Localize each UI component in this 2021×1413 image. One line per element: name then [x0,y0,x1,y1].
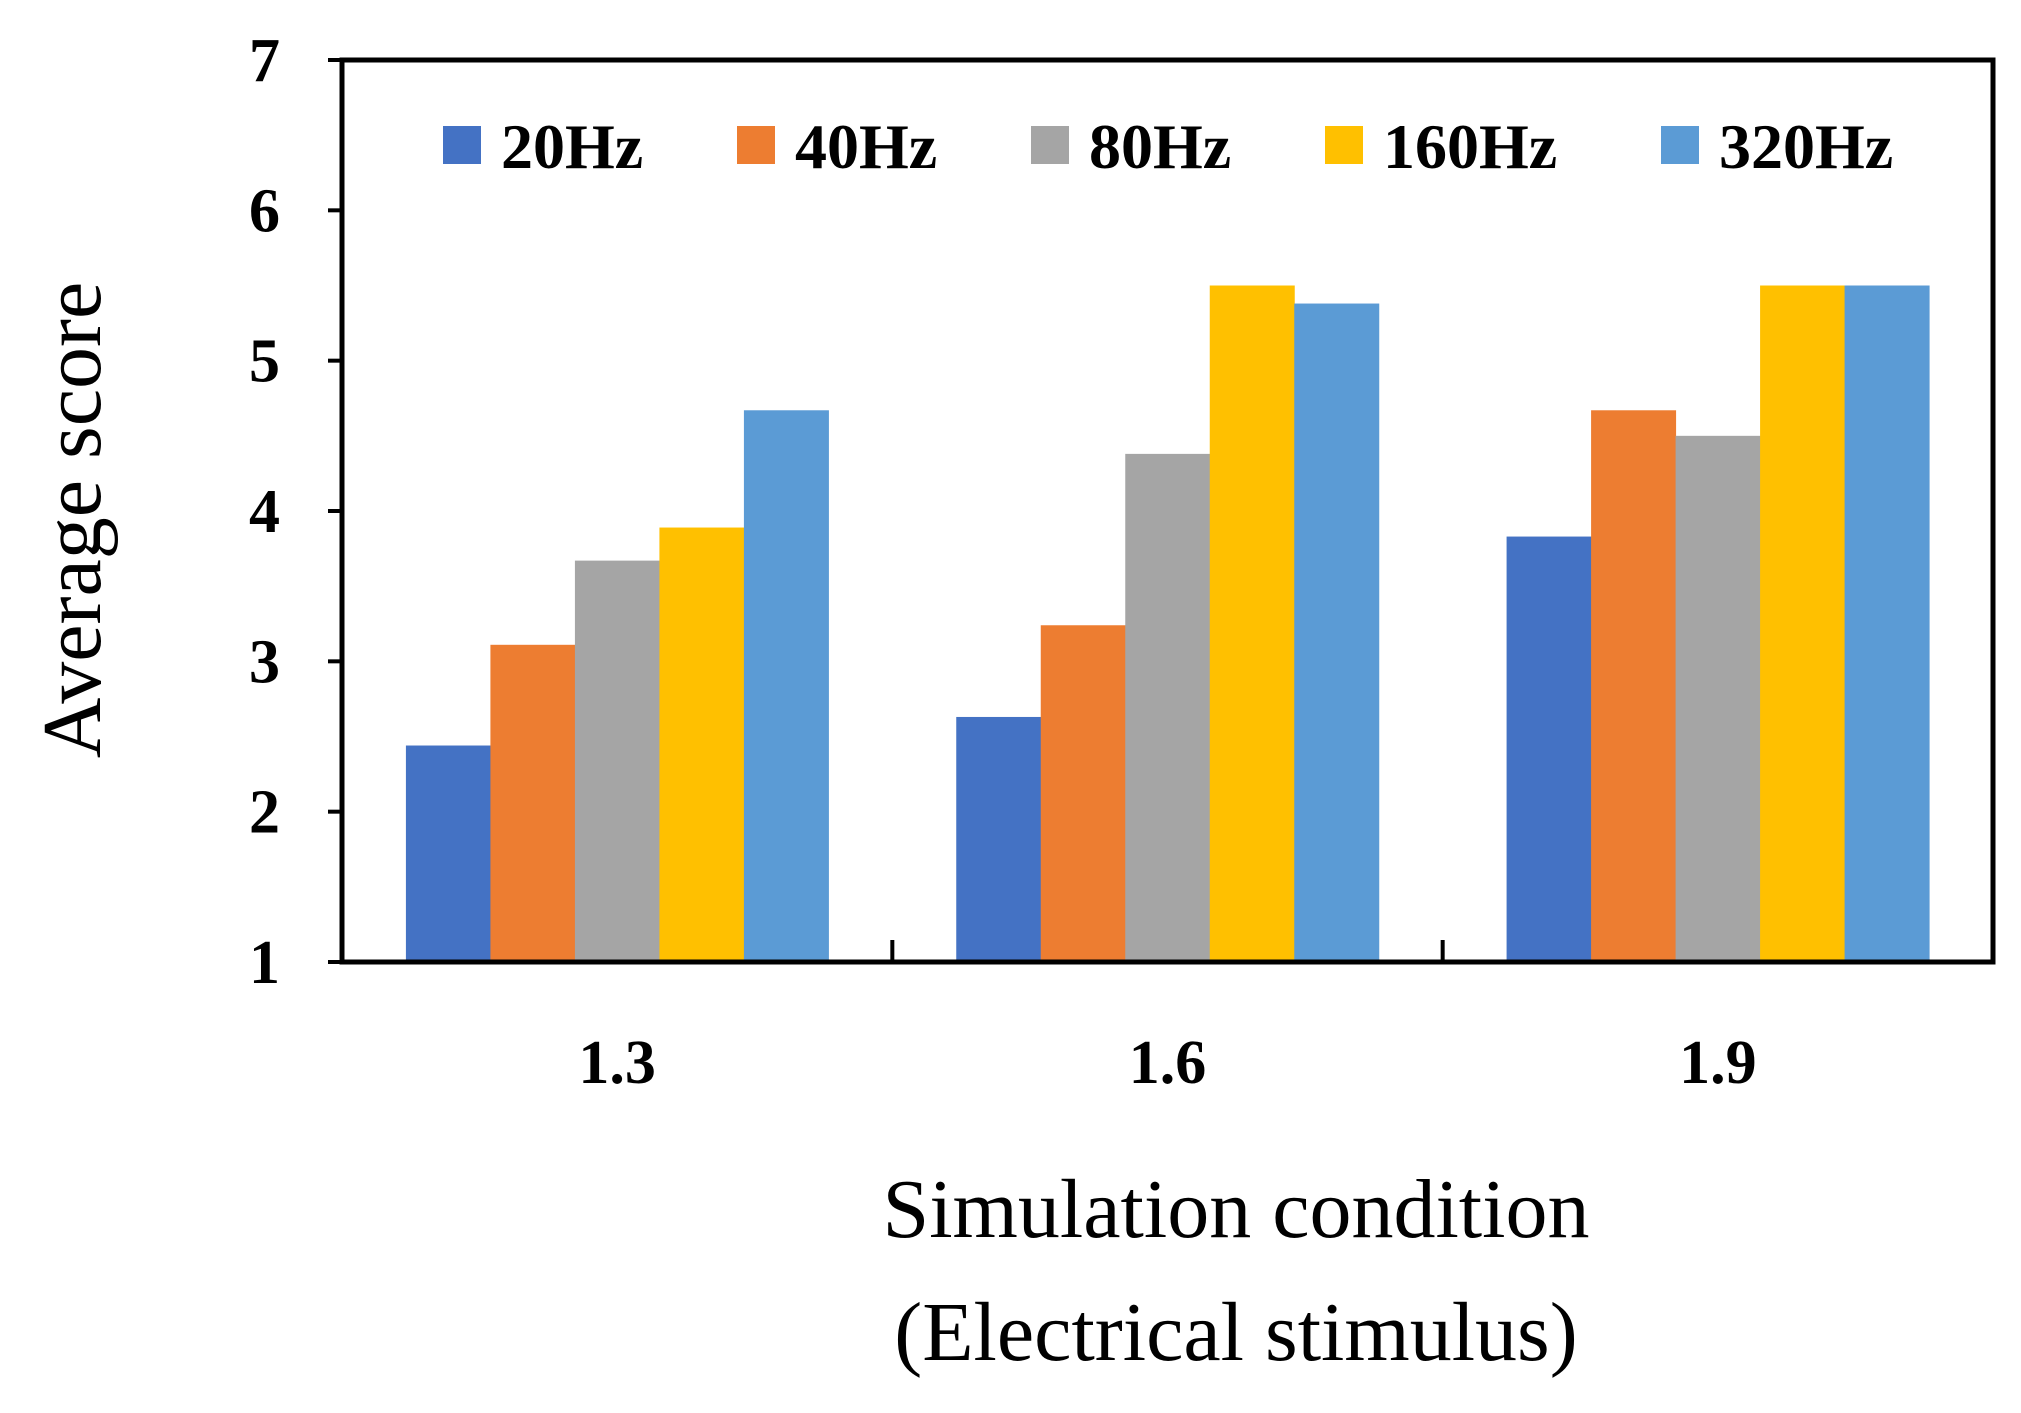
x-axis-title-line-1: Simulation condition [883,1163,1590,1256]
bar-80Hz-1.9 [1675,435,1761,962]
bar-320Hz-1.9 [1844,285,1930,962]
bar-320Hz-1.6 [1294,303,1380,962]
x-tick-label: 1.9 [1679,1029,1757,1097]
plot-frame [339,57,1996,965]
bar-160Hz-1.6 [1209,285,1295,962]
y-tick-label: 6 [249,177,280,245]
legend-label-40Hz: 40Hz [795,111,937,182]
legend: 20Hz 40Hz 80Hz 160Hz 320Hz [443,111,1893,182]
y-tick-label: 3 [249,628,280,696]
bar-40Hz-1.3 [490,644,576,962]
legend-swatch-80Hz [1031,126,1069,164]
bar-320Hz-1.3 [743,410,829,962]
y-tick-label: 7 [249,27,280,95]
y-tick-label: 5 [249,328,280,396]
y-tick-label: 1 [249,929,280,997]
bar-20Hz-1.6 [956,716,1042,962]
y-axis-ticks: 1 2 3 4 5 6 7 [249,27,342,997]
bar-20Hz-1.3 [405,745,491,962]
bar-80Hz-1.6 [1125,453,1211,962]
legend-swatch-160Hz [1325,126,1363,164]
bar-160Hz-1.3 [659,527,745,962]
legend-swatch-20Hz [443,126,481,164]
y-tick-label: 4 [249,478,280,546]
legend-label-160Hz: 160Hz [1383,111,1557,182]
y-axis-title: Average score [26,282,119,758]
x-tick-label: 1.3 [578,1029,656,1097]
bar-40Hz-1.6 [1040,625,1126,962]
legend-label-80Hz: 80Hz [1089,111,1231,182]
x-tick-label: 1.6 [1129,1029,1207,1097]
x-axis: 1.3 1.6 1.9 [578,940,1757,1097]
bars-group [405,285,1930,962]
legend-swatch-320Hz [1661,126,1699,164]
y-tick-label: 2 [249,779,280,847]
bar-20Hz-1.9 [1506,536,1592,962]
x-axis-title-line-2: (Electrical stimulus) [894,1286,1577,1379]
legend-label-320Hz: 320Hz [1719,111,1893,182]
legend-label-20Hz: 20Hz [501,111,643,182]
bar-80Hz-1.3 [574,560,660,962]
bar-40Hz-1.9 [1591,410,1677,962]
bar-160Hz-1.9 [1760,285,1846,962]
legend-swatch-40Hz [737,126,775,164]
